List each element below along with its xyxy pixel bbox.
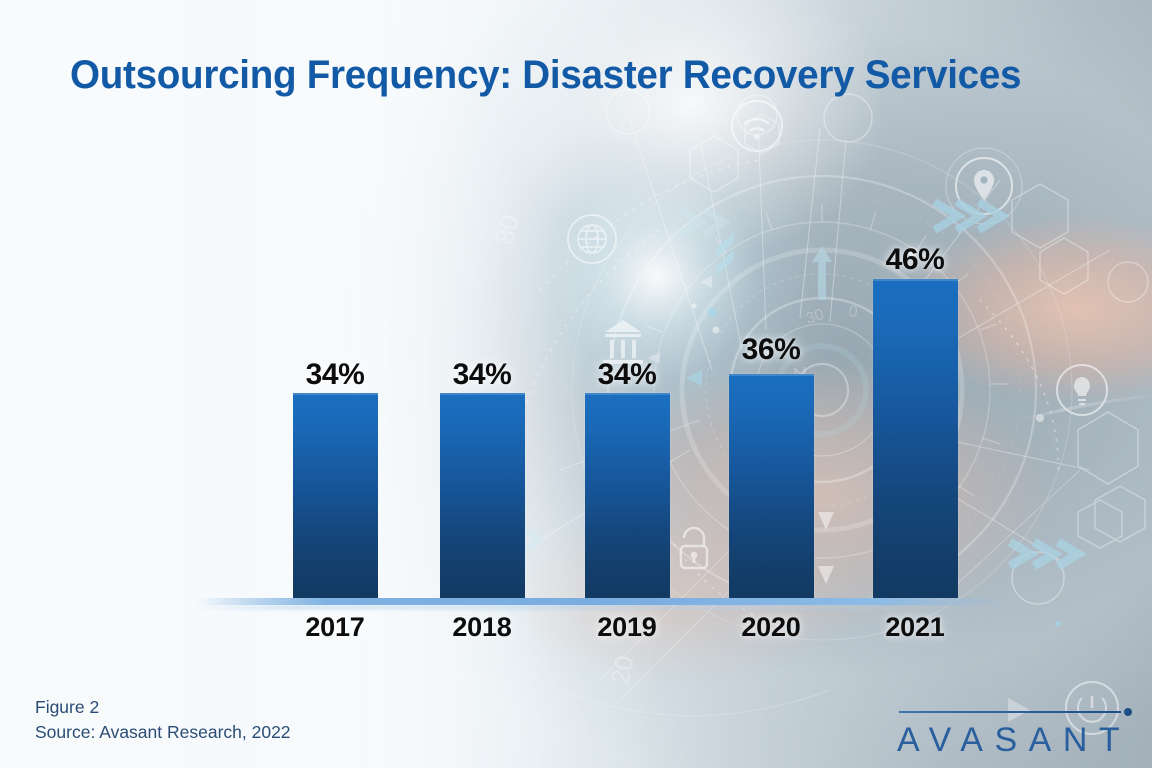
bar-value-2017: 34% xyxy=(305,358,365,391)
bar-2017 xyxy=(293,393,378,598)
logo-rule xyxy=(899,711,1121,713)
bar-2018 xyxy=(440,393,525,598)
x-label-2017: 2017 xyxy=(305,612,365,642)
bar-value-2019: 34% xyxy=(597,358,657,391)
x-label-2019: 2019 xyxy=(597,612,657,642)
logo-wordmark: AVASANT xyxy=(897,721,1132,759)
avasant-logo: AVASANT xyxy=(895,703,1137,759)
bar-2021 xyxy=(873,279,958,598)
bar-top-highlight xyxy=(440,393,525,395)
x-axis-glow xyxy=(188,605,1016,610)
bar-value-2018: 34% xyxy=(452,358,512,391)
bar-top-highlight xyxy=(873,279,958,281)
x-label-2020: 2020 xyxy=(741,612,801,642)
page-title: Outsourcing Frequency: Disaster Recovery… xyxy=(70,53,1022,97)
x-axis-line xyxy=(196,598,1008,605)
bar-2020 xyxy=(729,374,814,598)
bar-top-highlight xyxy=(293,393,378,395)
source-line: Source: Avasant Research, 2022 xyxy=(35,722,291,742)
x-label-2018: 2018 xyxy=(452,612,512,642)
bar-2019 xyxy=(585,393,670,598)
bar-top-highlight xyxy=(729,374,814,376)
x-label-2021: 2021 xyxy=(885,612,945,642)
footer-caption: Figure 2 Source: Avasant Research, 2022 xyxy=(35,695,291,745)
bar-top-highlight xyxy=(585,393,670,395)
bar-value-2020: 36% xyxy=(741,333,801,366)
logo-dot-icon xyxy=(1124,708,1132,716)
figure-number: Figure 2 xyxy=(35,697,100,717)
bar-value-2021: 46% xyxy=(885,243,945,276)
